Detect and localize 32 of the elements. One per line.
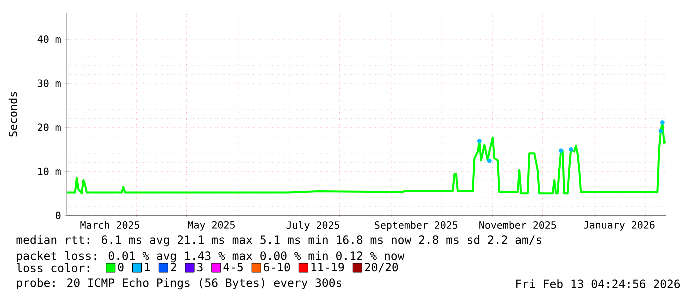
x-tick-label: July 2025: [286, 221, 340, 232]
point: [568, 147, 574, 152]
point: [658, 128, 664, 134]
legend-label: 11-19: [312, 263, 344, 272]
y-tick-label: 40 m: [38, 36, 61, 44]
y-tick-label: 20 m: [38, 124, 61, 132]
point: [660, 120, 665, 125]
line-series: [67, 122, 666, 195]
legend-label: 6-10: [264, 263, 290, 272]
point: [558, 148, 564, 154]
legend-label: 0: [118, 263, 124, 272]
text: median rtt: 6.1 ms avg 21.1 ms max 5.1 ms min 16.8 ms now 2.8 ms sd 2.2 am/s: [16, 235, 542, 247]
text: probe: 20 ICMP Echo Pings (56 Bytes) every 300s: [17, 278, 342, 290]
text: Fri Feb 13 04:24:56 2026: [516, 280, 680, 288]
legend-label: 20/20: [365, 263, 398, 273]
legend-label: 1: [145, 263, 150, 272]
legend-label: 2: [171, 263, 176, 272]
x-tick-label: January 2026: [584, 221, 655, 231]
x-tick-label: September 2025: [375, 221, 458, 231]
legend-label: 4-5: [224, 263, 243, 272]
x-tick-label: May 2025: [188, 221, 235, 231]
x-tick-label: November 2025: [480, 221, 556, 230]
y-tick-label: 30 m: [38, 80, 61, 88]
text: packet loss: 0.01 % avg 1.43 % max 0.00 % min 0.12 % now: [17, 251, 405, 263]
y-tick-label: 10 m: [38, 168, 61, 176]
y-axis-title: Seconds: [8, 92, 18, 137]
legend-title: loss color:: [17, 264, 90, 272]
y-tick-label: 0: [56, 212, 61, 220]
x-tick-label: March 2025: [80, 221, 140, 230]
legend-label: 3: [198, 263, 203, 272]
point: [477, 139, 482, 144]
point: [487, 158, 492, 164]
